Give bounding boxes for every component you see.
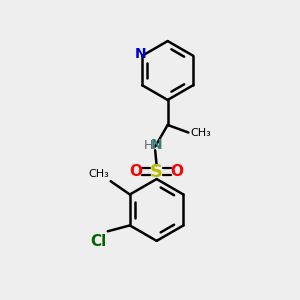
Text: CH₃: CH₃ [88, 169, 109, 179]
Text: S: S [150, 163, 163, 181]
Text: N: N [135, 47, 146, 61]
Text: N: N [151, 139, 162, 152]
Text: O: O [171, 164, 184, 179]
Text: O: O [130, 164, 142, 179]
Text: H: H [144, 139, 153, 152]
Text: Cl: Cl [90, 234, 106, 249]
Text: CH₃: CH₃ [191, 128, 212, 137]
